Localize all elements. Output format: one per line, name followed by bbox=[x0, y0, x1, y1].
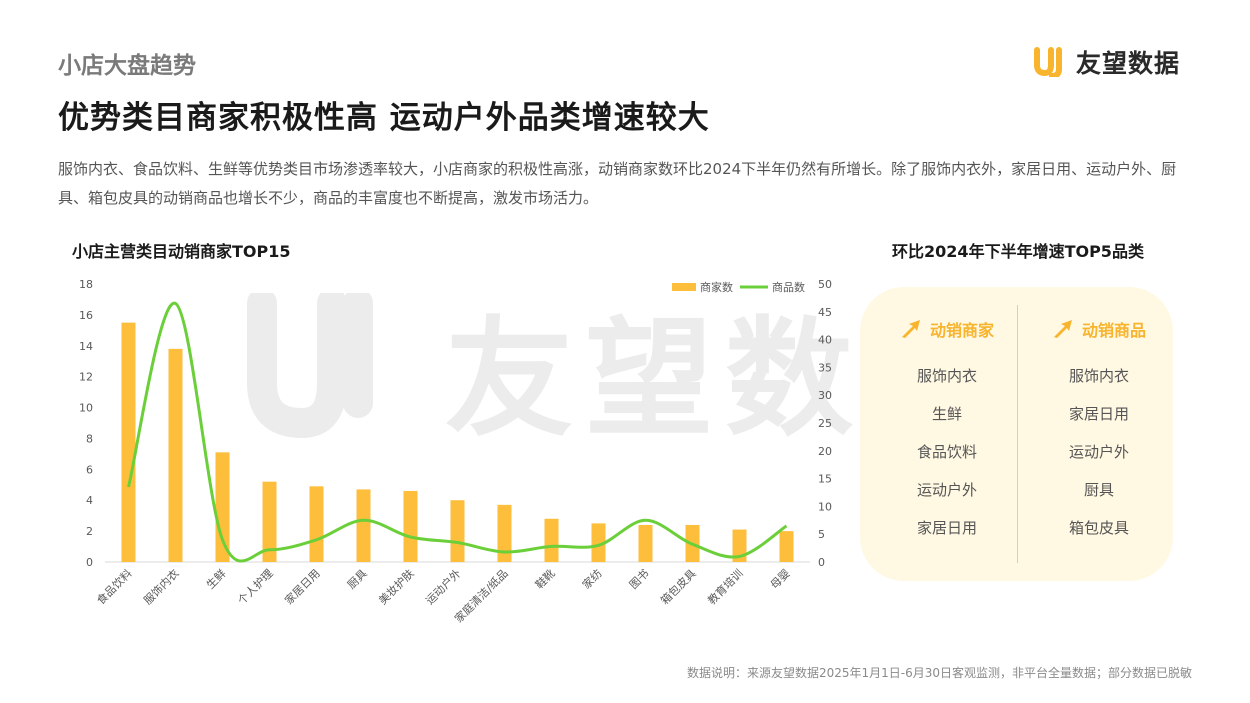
bar-merchant-count bbox=[638, 524, 653, 562]
y-right-tick-label: 40 bbox=[818, 334, 832, 347]
y-right-tick-label: 35 bbox=[818, 361, 832, 374]
y-left-tick-label: 18 bbox=[79, 278, 93, 291]
y-left-tick-label: 6 bbox=[86, 463, 93, 476]
growth-arrow-icon bbox=[901, 320, 920, 338]
legend-line-label: 商品数 bbox=[772, 280, 805, 294]
bar-merchant-count bbox=[450, 500, 465, 562]
merchant-growth-item: 生鲜 bbox=[931, 405, 962, 423]
y-right-tick-label: 25 bbox=[818, 417, 832, 430]
y-right-tick-label: 0 bbox=[818, 556, 825, 569]
x-category-label: 教育培训 bbox=[705, 566, 746, 607]
y-left-tick-label: 10 bbox=[79, 402, 93, 415]
brand-logo: 友望数据 bbox=[1032, 44, 1180, 80]
bar-merchant-count bbox=[215, 452, 230, 562]
product-growth-heading: 动销商品 bbox=[1024, 315, 1174, 343]
bar-line-chart: 0 2 4 6 8 10 12 14 16 18 0 5 10 15 20 25 30 35 40 45 50 食品饮料服… bbox=[79, 278, 832, 625]
x-category-label: 生鲜 bbox=[203, 566, 228, 591]
y-left-tick-label: 2 bbox=[86, 525, 93, 538]
y-right-tick-label: 15 bbox=[818, 473, 832, 486]
x-category-label: 运动户外 bbox=[423, 566, 464, 607]
product-growth-column: 动销商品 服饰内衣 家居日用 运动户外 厨具 箱包皮具 bbox=[1024, 315, 1174, 557]
bar-merchant-count bbox=[262, 481, 277, 562]
merchant-growth-item: 服饰内衣 bbox=[916, 367, 977, 385]
x-category-label: 服饰内衣 bbox=[141, 566, 182, 607]
y-left-tick-label: 4 bbox=[86, 494, 93, 507]
bar-merchant-count bbox=[121, 322, 136, 562]
bar-merchant-count bbox=[403, 490, 418, 562]
bar-merchant-count bbox=[497, 504, 512, 562]
y-right-tick-label: 20 bbox=[818, 445, 832, 458]
merchant-growth-item: 运动户外 bbox=[916, 481, 977, 499]
brand-mark-icon bbox=[1034, 47, 1062, 77]
y-right-tick-label: 50 bbox=[818, 278, 832, 291]
x-category-label: 母婴 bbox=[768, 567, 793, 592]
bar-merchant-count bbox=[544, 518, 559, 562]
product-growth-label: 动销商品 bbox=[1081, 321, 1146, 340]
bar-merchant-count bbox=[591, 523, 606, 562]
product-growth-item: 服饰内衣 bbox=[1068, 367, 1129, 385]
bar-merchant-count bbox=[779, 531, 794, 562]
y-left-tick-label: 8 bbox=[86, 432, 93, 445]
page-title: 优势类目商家积极性高 运动户外品类增速较大 bbox=[58, 100, 710, 136]
bar-merchant-count bbox=[309, 486, 324, 562]
growth-top5-panel: 动销商家 服饰内衣 生鲜 食品饮料 运动户外 家居日用 动销商品 服饰内衣 家居… bbox=[860, 287, 1173, 581]
growth-arrow-icon bbox=[1053, 320, 1072, 338]
x-category-label: 箱包皮具 bbox=[658, 566, 699, 607]
merchant-growth-item: 食品饮料 bbox=[916, 443, 977, 461]
x-category-label: 图书 bbox=[627, 567, 652, 592]
x-category-label: 食品饮料 bbox=[94, 566, 135, 607]
chart-title: 小店主营类目动销商家TOP15 bbox=[72, 242, 291, 261]
legend-bar-swatch bbox=[672, 283, 696, 291]
x-category-label: 厨具 bbox=[345, 567, 370, 592]
y-right-tick-label: 45 bbox=[818, 306, 832, 319]
y-right-tick-label: 30 bbox=[818, 389, 832, 402]
y-left-tick-label: 16 bbox=[79, 309, 93, 322]
section-label: 小店大盘趋势 bbox=[58, 53, 196, 79]
product-growth-item: 箱包皮具 bbox=[1068, 519, 1129, 537]
x-category-label: 美妆护肤 bbox=[376, 566, 417, 607]
y-left-tick-label: 0 bbox=[86, 556, 93, 569]
y-right-tick-label: 10 bbox=[818, 500, 832, 513]
panel-divider bbox=[1017, 305, 1018, 563]
y-left-tick-label: 14 bbox=[79, 340, 93, 353]
y-right-tick-label: 5 bbox=[818, 528, 825, 541]
merchant-growth-item: 家居日用 bbox=[916, 519, 977, 537]
legend-bar-label: 商家数 bbox=[700, 280, 733, 294]
x-category-label: 家纺 bbox=[579, 566, 604, 591]
side-panel-title: 环比2024年下半年增速TOP5品类 bbox=[892, 242, 1144, 261]
merchant-growth-heading: 动销商家 bbox=[872, 315, 1022, 343]
line-product-count bbox=[127, 301, 788, 563]
product-growth-item: 家居日用 bbox=[1068, 405, 1129, 423]
brand-name: 友望数据 bbox=[1076, 49, 1181, 78]
bar-merchant-count bbox=[168, 348, 183, 562]
x-category-label: 个人护理 bbox=[235, 566, 276, 607]
merchant-growth-column: 动销商家 服饰内衣 生鲜 食品饮料 运动户外 家居日用 bbox=[872, 315, 1022, 557]
merchant-growth-label: 动销商家 bbox=[929, 321, 994, 340]
watermark-mark-icon bbox=[247, 292, 373, 438]
x-category-label: 鞋靴 bbox=[532, 566, 557, 591]
y-left-tick-label: 12 bbox=[79, 371, 93, 384]
product-growth-item: 运动户外 bbox=[1068, 443, 1129, 461]
x-category-label: 家居日用 bbox=[282, 566, 323, 607]
bar-merchant-count bbox=[356, 489, 371, 562]
summary-paragraph: 服饰内衣、食品饮料、生鲜等优势类目市场渗透率较大，小店商家的积极性高涨，动销商家… bbox=[58, 160, 1177, 207]
product-growth-item: 厨具 bbox=[1083, 481, 1114, 499]
data-source-footnote: 数据说明：来源友望数据2025年1月1日-6月30日客观监测，非平台全量数据；部… bbox=[686, 666, 1192, 680]
